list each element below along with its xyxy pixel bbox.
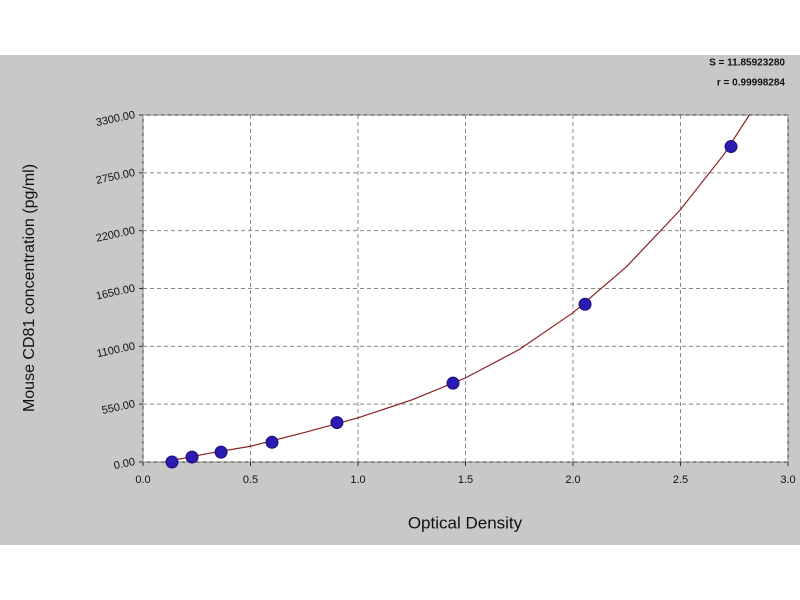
x-tick-label: 0.5: [243, 474, 258, 486]
data-point: [185, 450, 199, 464]
data-point: [578, 297, 592, 311]
x-tick-label: 2.0: [565, 474, 580, 486]
y-tick-label: 0.00: [113, 456, 136, 472]
data-point: [165, 455, 179, 469]
data-point: [724, 140, 738, 154]
x-axis-label: Optical Density: [408, 513, 523, 532]
x-tick-label: 1.0: [350, 474, 365, 486]
x-tick-label: 0.0: [135, 474, 150, 486]
fit-curve: [164, 115, 750, 462]
x-tick-label: 2.5: [673, 474, 688, 486]
annotation: r = 0.99998284: [717, 78, 786, 89]
data-point: [214, 445, 228, 459]
data-point: [446, 376, 460, 390]
x-tick-label: 3.0: [780, 474, 795, 486]
data-point: [265, 435, 279, 449]
x-tick-label: 1.5: [458, 474, 473, 486]
y-axis-label: Mouse CD81 concentration (pg/ml): [21, 164, 38, 412]
data-point: [330, 416, 344, 430]
annotation: S = 11.85923280: [709, 58, 785, 69]
